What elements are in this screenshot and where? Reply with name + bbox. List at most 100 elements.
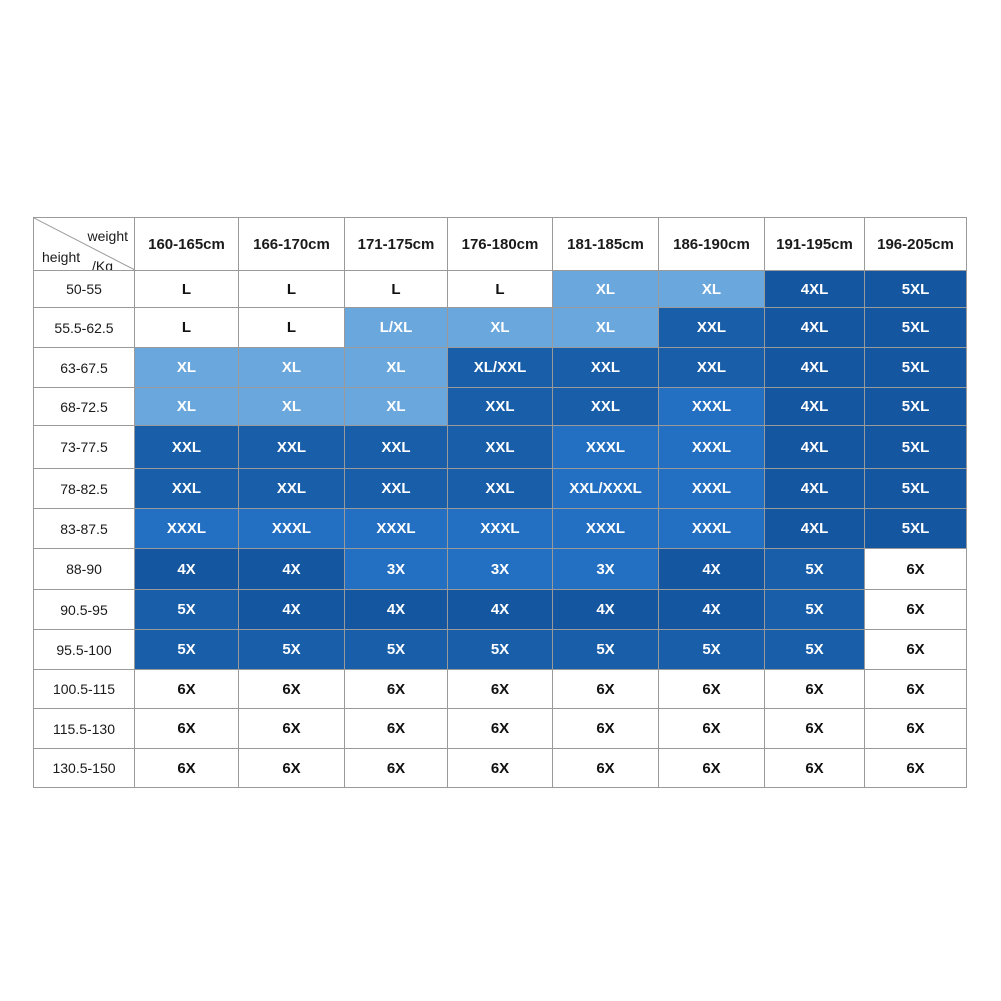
size-cell: 6X xyxy=(764,748,865,788)
size-cell: 5X xyxy=(658,629,765,670)
column-header: 176-180cm xyxy=(447,217,553,271)
size-cell: 6X xyxy=(344,669,448,709)
size-chart-table: weight height /Kg 160-165cm 166-170cm 171-… xyxy=(33,217,967,788)
size-cell: 4X xyxy=(134,548,239,590)
size-cell: 6X xyxy=(447,669,553,709)
size-cell: XXXL xyxy=(658,425,765,469)
size-cell: XXL xyxy=(447,425,553,469)
size-cell: 6X xyxy=(134,748,239,788)
size-cell: XXXL xyxy=(658,468,765,509)
size-cell: 5X xyxy=(764,589,865,630)
size-cell: XL xyxy=(447,307,553,348)
size-cell: L/XL xyxy=(344,307,448,348)
size-cell: 5XL xyxy=(864,425,967,469)
size-cell: 6X xyxy=(552,669,659,709)
size-cell: XXXL xyxy=(658,387,765,426)
size-cell: 6X xyxy=(552,708,659,749)
size-cell: 5X xyxy=(764,548,865,590)
corner-header: weight height /Kg xyxy=(33,217,135,271)
row-header: 68-72.5 xyxy=(33,387,135,426)
size-cell: XXL xyxy=(447,387,553,426)
size-cell: XXXL xyxy=(447,508,553,549)
size-cell: 6X xyxy=(864,669,967,709)
size-cell: XL xyxy=(552,270,659,308)
size-cell: 3X xyxy=(344,548,448,590)
size-cell: L xyxy=(134,270,239,308)
column-header: 166-170cm xyxy=(238,217,345,271)
size-cell: XL xyxy=(134,347,239,388)
size-cell: 5X xyxy=(134,589,239,630)
row-header: 130.5-150 xyxy=(33,748,135,788)
column-header: 186-190cm xyxy=(658,217,765,271)
size-cell: 4X xyxy=(552,589,659,630)
size-cell: 4X xyxy=(447,589,553,630)
size-cell: 4X xyxy=(238,589,345,630)
size-cell: 4XL xyxy=(764,387,865,426)
table-row: 83-87.5 XXXL XXXL XXXL XXXL XXXL XXXL 4XL 5XL xyxy=(33,508,967,549)
size-cell: 4XL xyxy=(764,468,865,509)
size-cell: 3X xyxy=(447,548,553,590)
size-cell: 4XL xyxy=(764,307,865,348)
size-cell: XL xyxy=(238,387,345,426)
size-cell: 5XL xyxy=(864,468,967,509)
table-row: 130.5-150 6X 6X 6X 6X 6X 6X 6X 6X xyxy=(33,748,967,788)
table-row: 95.5-100 5X 5X 5X 5X 5X 5X 5X 6X xyxy=(33,629,967,670)
size-cell: XXL xyxy=(344,425,448,469)
size-cell: 5X xyxy=(134,629,239,670)
row-header: 90.5-95 xyxy=(33,589,135,630)
table-row: 100.5-115 6X 6X 6X 6X 6X 6X 6X 6X xyxy=(33,669,967,709)
size-cell: 6X xyxy=(344,748,448,788)
row-header: 50-55 xyxy=(33,270,135,308)
size-cell: 6X xyxy=(864,629,967,670)
size-cell: XXL xyxy=(344,468,448,509)
size-cell: 4X xyxy=(658,589,765,630)
size-cell: XXXL xyxy=(552,508,659,549)
size-cell: 6X xyxy=(238,669,345,709)
table-row: 73-77.5 XXL XXL XXL XXL XXXL XXXL 4XL 5XL xyxy=(33,425,967,469)
size-cell: 5XL xyxy=(864,270,967,308)
table-row: 115.5-130 6X 6X 6X 6X 6X 6X 6X 6X xyxy=(33,708,967,749)
table-row: 50-55 L L L L XL XL 4XL 5XL xyxy=(33,270,967,308)
column-header: 196-205cm xyxy=(864,217,967,271)
table-row: 63-67.5 XL XL XL XL/XXL XXL XXL 4XL 5XL xyxy=(33,347,967,388)
size-cell: XXL xyxy=(658,307,765,348)
size-cell: 4X xyxy=(238,548,345,590)
table-row: 68-72.5 XL XL XL XXL XXL XXXL 4XL 5XL xyxy=(33,387,967,426)
size-cell: L xyxy=(238,307,345,348)
size-cell: XXL xyxy=(658,347,765,388)
size-cell: XXL xyxy=(238,468,345,509)
size-cell: 5XL xyxy=(864,307,967,348)
size-cell: 5XL xyxy=(864,387,967,426)
size-cell: 4XL xyxy=(764,347,865,388)
height-label: height xyxy=(42,249,81,265)
weight-label: weight xyxy=(87,228,128,244)
column-header: 160-165cm xyxy=(134,217,239,271)
kg-label: /Kg xyxy=(92,258,114,271)
size-cell: 6X xyxy=(658,708,765,749)
row-header: 55.5-62.5 xyxy=(33,307,135,348)
size-cell: 6X xyxy=(658,669,765,709)
size-cell: 4X xyxy=(658,548,765,590)
size-cell: XXL xyxy=(134,468,239,509)
row-header: 63-67.5 xyxy=(33,347,135,388)
row-header: 88-90 xyxy=(33,548,135,590)
row-header: 115.5-130 xyxy=(33,708,135,749)
size-cell: 3X xyxy=(552,548,659,590)
size-cell: 5XL xyxy=(864,508,967,549)
size-cell: XXL xyxy=(134,425,239,469)
size-cell: 5X xyxy=(344,629,448,670)
size-cell: 6X xyxy=(864,548,967,590)
size-cell: XXXL xyxy=(552,425,659,469)
size-cell: 6X xyxy=(134,708,239,749)
size-cell: 5X xyxy=(552,629,659,670)
size-cell: 5X xyxy=(447,629,553,670)
row-header: 78-82.5 xyxy=(33,468,135,509)
table-row: 88-90 4X 4X 3X 3X 3X 4X 5X 6X xyxy=(33,548,967,590)
row-header: 83-87.5 xyxy=(33,508,135,549)
size-cell: 6X xyxy=(658,748,765,788)
size-cell: 4X xyxy=(344,589,448,630)
size-cell: XL/XXL xyxy=(447,347,553,388)
table-row: 90.5-95 5X 4X 4X 4X 4X 4X 5X 6X xyxy=(33,589,967,630)
size-cell: 4XL xyxy=(764,425,865,469)
size-cell: 6X xyxy=(864,708,967,749)
